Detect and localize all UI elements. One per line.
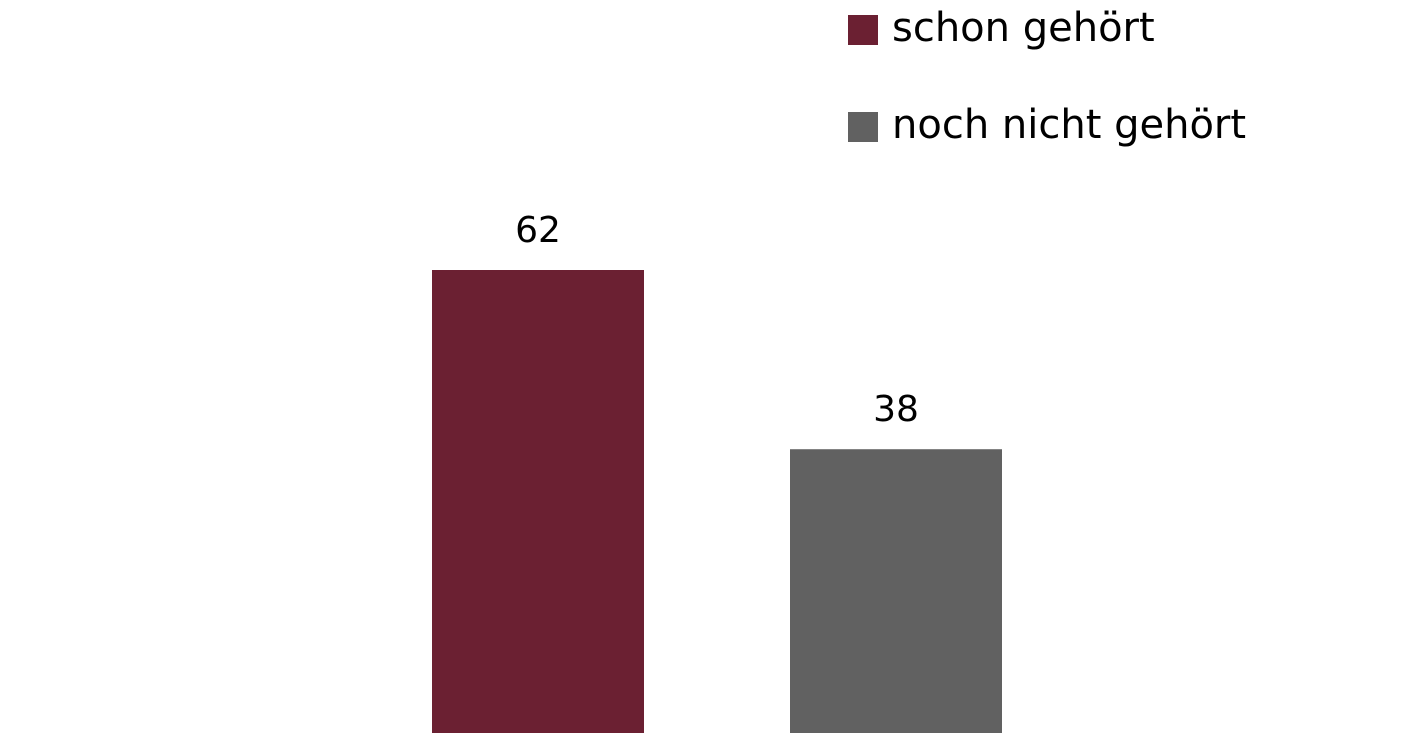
bar: [432, 270, 644, 733]
data-label: 38: [873, 389, 919, 430]
bar: [790, 449, 1002, 733]
data-label: 62: [515, 210, 561, 251]
legend-swatch: [848, 112, 878, 142]
legend-label: schon gehört: [892, 5, 1155, 51]
legend-swatch: [848, 15, 878, 45]
legend-label: noch nicht gehört: [892, 102, 1246, 148]
